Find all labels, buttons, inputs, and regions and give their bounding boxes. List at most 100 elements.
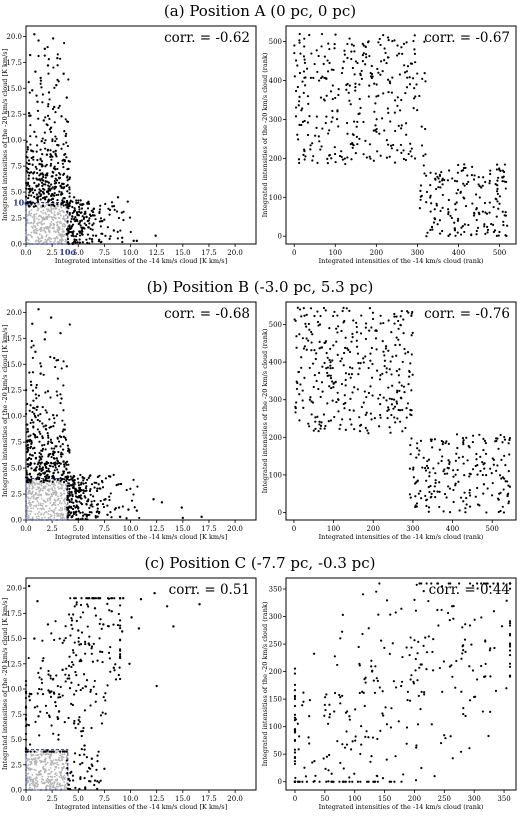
data-point xyxy=(313,348,316,352)
noise-point xyxy=(51,488,53,491)
data-point xyxy=(118,597,122,600)
data-point xyxy=(476,587,479,590)
data-point xyxy=(415,456,418,459)
data-point xyxy=(348,776,351,779)
data-point xyxy=(62,173,65,177)
data-point xyxy=(79,616,82,619)
noise-point xyxy=(32,222,35,225)
data-point xyxy=(71,223,75,226)
data-point xyxy=(62,166,65,169)
data-point xyxy=(71,486,75,489)
data-point xyxy=(447,198,450,202)
data-point xyxy=(347,373,351,376)
data-point xyxy=(62,143,65,146)
data-point xyxy=(47,72,50,75)
data-point xyxy=(457,217,460,220)
data-point xyxy=(47,105,50,108)
data-point xyxy=(385,399,388,402)
data-point xyxy=(66,237,70,241)
data-point xyxy=(62,197,65,200)
data-point xyxy=(165,605,169,608)
noise-point xyxy=(44,516,46,519)
x-tick-label: 250 xyxy=(438,795,451,803)
data-point xyxy=(65,365,68,368)
data-point xyxy=(77,490,81,494)
data-point xyxy=(478,196,481,199)
data-point xyxy=(342,402,345,406)
data-point xyxy=(299,52,302,55)
data-point xyxy=(488,201,491,204)
data-point xyxy=(393,111,396,114)
data-point xyxy=(321,365,324,368)
data-point xyxy=(26,427,29,431)
data-point xyxy=(51,107,55,111)
data-point xyxy=(68,160,71,163)
data-point xyxy=(336,314,339,317)
noise-point xyxy=(40,753,43,756)
data-point xyxy=(407,152,410,156)
noise-point xyxy=(33,760,36,763)
data-point xyxy=(323,55,326,58)
data-point xyxy=(79,763,82,766)
data-point xyxy=(322,98,326,101)
data-point xyxy=(37,476,40,479)
data-point xyxy=(389,144,393,147)
data-point xyxy=(368,143,372,146)
data-point xyxy=(298,161,301,165)
data-point xyxy=(369,75,373,78)
data-point xyxy=(499,509,502,513)
data-point xyxy=(425,235,428,238)
data-point xyxy=(65,120,69,123)
data-point xyxy=(49,162,53,166)
data-point xyxy=(386,143,390,146)
data-point xyxy=(87,498,90,501)
data-point xyxy=(412,466,415,469)
data-point xyxy=(77,210,81,213)
data-point xyxy=(76,212,79,216)
data-point xyxy=(351,143,354,146)
data-point xyxy=(337,398,340,401)
noise-point xyxy=(30,778,33,781)
noise-point xyxy=(47,753,50,756)
data-point xyxy=(41,204,45,207)
data-point xyxy=(508,642,512,645)
data-point xyxy=(68,505,71,508)
data-point xyxy=(298,32,301,36)
data-point xyxy=(450,216,453,220)
data-point xyxy=(128,216,132,219)
data-point xyxy=(70,619,74,622)
data-point xyxy=(390,147,393,150)
data-point xyxy=(406,690,409,693)
data-point xyxy=(28,695,31,698)
data-point xyxy=(441,229,444,233)
data-point xyxy=(471,165,474,169)
data-point xyxy=(305,325,308,328)
data-point xyxy=(327,769,330,772)
data-point xyxy=(423,40,426,43)
data-point xyxy=(155,684,158,688)
correlation-label: corr. = 0.44 xyxy=(429,582,510,598)
data-point xyxy=(65,132,68,135)
noise-point xyxy=(42,513,45,516)
data-point xyxy=(74,670,77,674)
data-point xyxy=(57,450,60,454)
data-point xyxy=(46,45,49,49)
data-point xyxy=(424,80,427,83)
data-point xyxy=(376,775,379,778)
y-tick-label: 500 xyxy=(269,38,282,46)
data-point xyxy=(471,669,475,672)
data-point xyxy=(51,186,54,189)
data-point xyxy=(90,483,94,486)
data-point xyxy=(393,39,396,42)
noise-point xyxy=(54,217,57,220)
data-point xyxy=(477,211,480,214)
correlation-label: corr. = -0.67 xyxy=(424,30,510,46)
data-point xyxy=(325,94,328,97)
data-point xyxy=(54,461,57,464)
data-point xyxy=(95,503,99,506)
data-point xyxy=(53,192,56,195)
data-point xyxy=(463,638,467,641)
data-point xyxy=(44,331,47,334)
data-point xyxy=(78,643,81,646)
x-tick-label: 2.5 xyxy=(47,795,58,803)
